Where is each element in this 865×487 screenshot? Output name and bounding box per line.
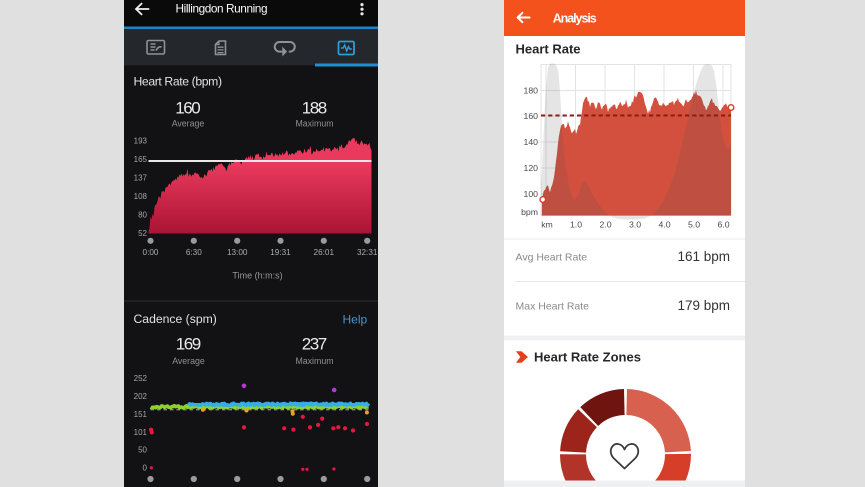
svg-text:169: 169	[175, 334, 201, 353]
svg-text:Maximum: Maximum	[295, 356, 333, 366]
svg-text:101: 101	[133, 428, 147, 437]
svg-text:237: 237	[301, 334, 327, 353]
svg-text:252: 252	[133, 374, 147, 383]
svg-text:193: 193	[133, 137, 147, 146]
svg-text:179 bpm: 179 bpm	[677, 298, 730, 313]
svg-text:108: 108	[133, 192, 147, 201]
svg-text:52: 52	[138, 229, 147, 238]
svg-text:161 bpm: 161 bpm	[677, 249, 730, 264]
svg-text:bpm: bpm	[521, 207, 538, 217]
svg-text:5.0: 5.0	[688, 220, 700, 230]
svg-text:0:00: 0:00	[142, 248, 158, 257]
svg-text:km: km	[541, 220, 553, 230]
svg-text:Analysis: Analysis	[553, 12, 597, 26]
svg-text:Hillingdon Running: Hillingdon Running	[175, 1, 267, 15]
svg-text:160: 160	[175, 99, 201, 118]
svg-text:80: 80	[138, 211, 147, 220]
svg-text:3.0: 3.0	[629, 220, 641, 230]
svg-text:Avg Heart Rate: Avg Heart Rate	[516, 252, 588, 264]
svg-text:165: 165	[133, 155, 147, 164]
svg-text:Time (h:m:s): Time (h:m:s)	[232, 271, 282, 281]
svg-text:137: 137	[133, 174, 147, 183]
svg-text:2.0: 2.0	[599, 220, 611, 230]
svg-text:140: 140	[524, 137, 539, 147]
svg-text:26:01: 26:01	[313, 248, 334, 257]
svg-text:32:31: 32:31	[356, 248, 377, 257]
svg-text:151: 151	[133, 410, 147, 419]
svg-text:Heart Rate: Heart Rate	[516, 42, 581, 57]
svg-text:160: 160	[524, 111, 539, 121]
svg-text:Average: Average	[172, 356, 205, 366]
svg-text:202: 202	[133, 392, 147, 401]
svg-text:188: 188	[301, 99, 327, 118]
svg-text:180: 180	[524, 86, 539, 96]
svg-text:13:00: 13:00	[226, 248, 247, 257]
svg-text:1.0: 1.0	[570, 220, 582, 230]
svg-text:Help: Help	[342, 312, 367, 326]
svg-text:0: 0	[142, 464, 147, 473]
svg-text:4.0: 4.0	[658, 220, 670, 230]
svg-text:Heart Rate (bpm): Heart Rate (bpm)	[133, 75, 222, 89]
svg-text:6:30: 6:30	[185, 248, 201, 257]
svg-text:Maximum: Maximum	[295, 119, 333, 129]
svg-text:Cadence (spm): Cadence (spm)	[133, 312, 216, 326]
svg-text:120: 120	[524, 163, 539, 173]
svg-text:Max Heart Rate: Max Heart Rate	[516, 301, 590, 313]
svg-text:50: 50	[138, 445, 147, 454]
svg-text:19:31: 19:31	[270, 248, 291, 257]
svg-text:Average: Average	[171, 119, 204, 129]
svg-text:Heart Rate Zones: Heart Rate Zones	[534, 350, 641, 365]
svg-text:100: 100	[524, 189, 539, 199]
svg-text:6.0: 6.0	[717, 220, 729, 230]
